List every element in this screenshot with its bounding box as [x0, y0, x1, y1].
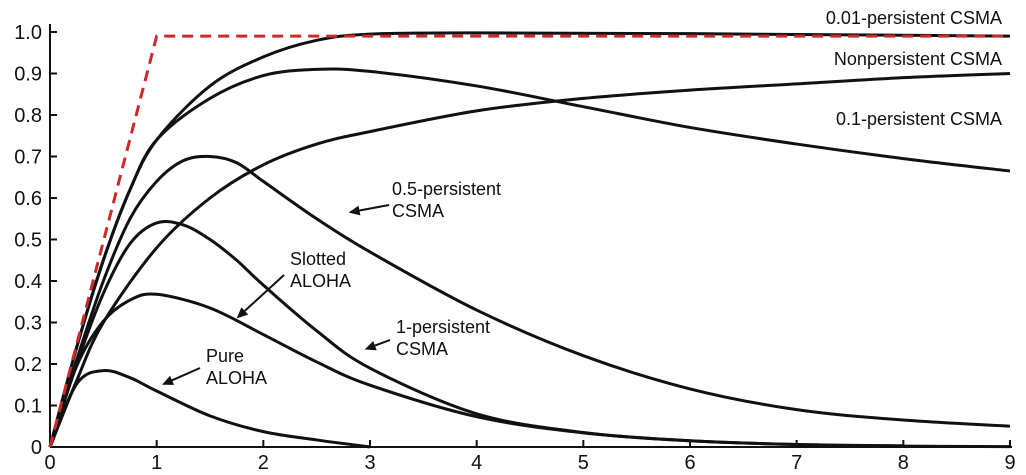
y-tick-label: 0.9: [14, 64, 42, 86]
series-nonpersistent-csma-line: [48, 67, 1011, 448]
series-label-text: Nonpersistent CSMA: [834, 49, 1002, 69]
y-tick-label: 0.4: [14, 271, 42, 293]
series-label-text: 0.01-persistent CSMA: [826, 8, 1002, 28]
x-tick-label: 4: [471, 452, 482, 474]
x-tick-label: 0: [44, 452, 55, 474]
y-tick-label: 0.8: [14, 105, 42, 127]
axis-ticks: 0 1 2 3 4 5 6 7 8 9 0 0.1 0.2 0.3 0.4 0.5 0.6 0.7 0.8 0.9 1.…: [14, 22, 1015, 474]
y-tick-label: 0.7: [14, 147, 42, 169]
y-tick-label: 0.2: [14, 354, 42, 376]
x-tick-label: 6: [684, 452, 695, 474]
arrow-line: [374, 339, 391, 347]
y-tick-label: 0.5: [14, 230, 42, 252]
arrow-head-icon: [348, 205, 361, 216]
series-label-text: Pure: [206, 346, 244, 366]
x-tick-label: 1: [151, 452, 162, 474]
arrow-head-icon: [162, 375, 175, 385]
arrow-line: [359, 204, 390, 212]
x-tick-label: 2: [258, 452, 269, 474]
y-tick-label: 0.1: [14, 396, 42, 418]
series-pure-aloha-line: [48, 369, 371, 449]
x-tick-label: 5: [578, 452, 589, 474]
series-labels: 0.01-persistent CSMA Nonpersistent CSMA 0.…: [162, 8, 1002, 388]
y-tick-label: 0.6: [14, 188, 42, 210]
y-tick-label: 0: [31, 437, 42, 459]
x-tick-label: 3: [364, 452, 375, 474]
series-label-text: Slotted: [290, 249, 346, 269]
label-0-1-persistent-csma: 0.1-persistent CSMA: [836, 109, 1002, 129]
series-label-text: ALOHA: [206, 368, 267, 388]
series-label-text: CSMA: [392, 201, 444, 221]
series-0-5-persistent-csma-line: [48, 154, 1011, 448]
series-slotted-aloha-line: [48, 292, 904, 448]
series-0-1-persistent-csma-line: [48, 72, 1011, 448]
x-tick-label: 8: [898, 452, 909, 474]
series-label-text: ALOHA: [290, 271, 351, 291]
plot-area: [48, 31, 1011, 449]
series-label-text: 0.1-persistent CSMA: [836, 109, 1002, 129]
arrow-head-icon: [236, 307, 249, 319]
series-label-text: 1-persistent: [396, 317, 490, 337]
arrow-line: [244, 274, 285, 312]
series-label-text: 0.5-persistent: [392, 179, 501, 199]
axes: [49, 24, 1012, 448]
label-0-01-persistent-csma: 0.01-persistent CSMA: [826, 8, 1002, 28]
y-tick-label: 1.0: [14, 22, 42, 44]
y-tick-label: 0.3: [14, 313, 42, 335]
series-label-text: CSMA: [396, 339, 448, 359]
arrow-line: [171, 367, 201, 382]
x-tick-label: 9: [1004, 452, 1015, 474]
x-tick-label: 7: [791, 452, 802, 474]
arrow-head-icon: [364, 340, 377, 351]
label-nonpersistent-csma: Nonpersistent CSMA: [834, 49, 1002, 69]
series-dashed-reference-line: [48, 34, 1010, 448]
